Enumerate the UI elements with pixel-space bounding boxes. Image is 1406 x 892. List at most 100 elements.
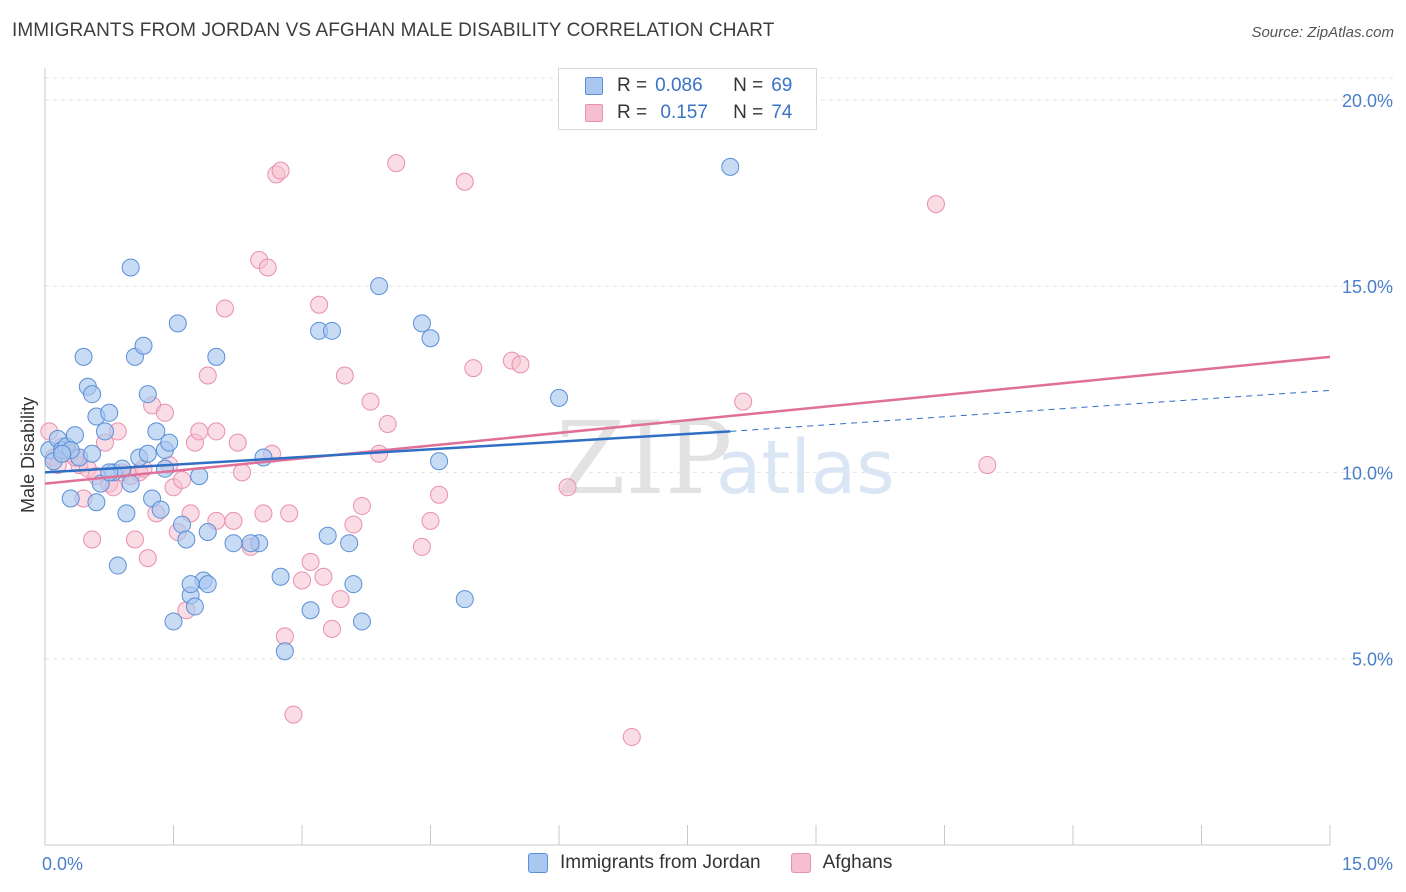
trend-lines — [44, 355, 1331, 485]
jordan-points — [40, 157, 740, 661]
jordan-point-6 — [65, 426, 84, 445]
afghan-point-38 — [254, 504, 273, 523]
jordan-point-38 — [207, 347, 226, 366]
afghan-points — [40, 154, 997, 746]
afghan-point-46 — [293, 571, 311, 590]
afghan-point-47 — [301, 552, 320, 571]
jordan-point-39 — [224, 534, 243, 553]
afghan-point-49 — [314, 567, 333, 586]
legend-item-afghan[interactable]: Afghans — [790, 852, 893, 874]
jordan-point-66 — [318, 526, 337, 545]
jordan-point-46 — [322, 321, 341, 340]
jordan-point-60 — [121, 474, 140, 493]
jordan-trend-line — [44, 430, 731, 474]
afghan-point-34 — [228, 433, 247, 452]
afghan-point-18 — [138, 549, 157, 568]
afghan-point-67 — [622, 727, 641, 746]
legend-n-value: 74 — [771, 102, 793, 123]
jordan-point-25 — [147, 422, 166, 441]
axes — [44, 68, 1331, 846]
jordan-point-56 — [721, 157, 740, 176]
afghan-point-57 — [378, 414, 397, 433]
jordan-point-8 — [74, 347, 93, 366]
jordan-point-22 — [134, 336, 153, 355]
legend-label-afghan: Afghans — [822, 852, 893, 873]
jordan-point-55 — [550, 388, 568, 407]
tick-labels: 5.0% 10.0% 15.0% 20.0% 0.0% 15.0% — [42, 91, 1393, 874]
x-tick-label-0: 0.0% — [42, 854, 83, 874]
afghan-point-16 — [125, 530, 144, 549]
afghan-point-68 — [734, 392, 753, 411]
y-tick-label-3: 20.0% — [1342, 91, 1393, 111]
afghan-point-71 — [207, 422, 226, 441]
x-tick-label-1: 15.0% — [1342, 854, 1393, 874]
chart-title: IMMIGRANTS FROM JORDAN VS AFGHAN MALE DI… — [12, 20, 775, 41]
jordan-point-5 — [61, 489, 80, 508]
y-tick-label-2: 15.0% — [1342, 277, 1393, 297]
y-axis-label: Male Disability — [18, 397, 38, 513]
legend-n-label: N = — [733, 102, 764, 123]
afghan-point-32 — [215, 299, 234, 318]
legend-swatch-afghan — [790, 853, 811, 873]
jordan-point-32 — [177, 530, 196, 549]
afghan-point-58 — [387, 154, 406, 173]
afghan-point-35 — [233, 463, 252, 482]
series-legend: Immigrants from Jordan Afghans — [528, 852, 922, 874]
afghan-point-30 — [198, 366, 217, 385]
jordan-point-37 — [198, 523, 217, 542]
jordan-point-57 — [138, 444, 157, 463]
afghan-point-33 — [224, 511, 243, 530]
jordan-point-43 — [275, 642, 294, 661]
afghan-point-70 — [978, 455, 997, 474]
legend-label-jordan: Immigrants from Jordan — [560, 852, 761, 873]
afghan-trend-line — [44, 355, 1331, 485]
afghan-point-69 — [926, 195, 945, 214]
afghan-point-42 — [271, 161, 290, 180]
jordan-point-18 — [117, 504, 136, 523]
jordan-point-63 — [241, 534, 260, 553]
jordan-point-31 — [173, 515, 192, 534]
jordan-point-44 — [301, 601, 320, 620]
jordan-point-10 — [83, 385, 102, 404]
afghan-point-8 — [83, 530, 102, 549]
watermark-atlas: atlas — [716, 425, 895, 511]
jordan-point-29 — [164, 612, 183, 631]
afghan-point-59 — [412, 537, 431, 556]
afghan-point-65 — [511, 355, 530, 374]
legend-n-label: N = — [733, 75, 764, 96]
jordan-point-19 — [121, 258, 140, 277]
jordan-point-42 — [271, 567, 290, 586]
legend-swatch-jordan — [585, 77, 603, 95]
afghan-point-54 — [352, 496, 371, 515]
afghan-point-45 — [284, 705, 303, 724]
jordan-point-47 — [340, 534, 359, 553]
legend-r-label: R = — [617, 75, 648, 96]
grid-lines — [45, 77, 1395, 660]
y-tick-label-1: 10.0% — [1342, 463, 1393, 483]
jordan-point-48 — [344, 575, 363, 594]
jordan-point-28 — [160, 433, 179, 452]
jordan-point-13 — [95, 422, 114, 441]
legend-n-value: 69 — [771, 75, 793, 96]
afghan-point-29 — [190, 422, 209, 441]
jordan-point-34 — [185, 597, 204, 616]
afghan-point-21 — [155, 403, 174, 422]
afghan-point-62 — [455, 172, 474, 191]
jordan-point-26 — [151, 500, 170, 519]
jordan-point-49 — [352, 612, 371, 631]
legend-row-afghan: R = 0.157 N = 74 — [585, 100, 792, 126]
jordan-point-30 — [168, 314, 187, 333]
jordan-point-53 — [430, 452, 449, 471]
jordan-point-23 — [138, 385, 157, 404]
legend-item-jordan[interactable]: Immigrants from Jordan — [528, 852, 761, 874]
afghan-point-60 — [421, 511, 440, 530]
jordan-point-68 — [83, 444, 102, 463]
afghan-point-48 — [310, 295, 329, 314]
jordan-point-16 — [108, 556, 127, 575]
jordan-point-52 — [421, 329, 440, 348]
jordan-point-58 — [87, 493, 106, 512]
legend-swatch-jordan — [528, 853, 548, 873]
jordan-point-61 — [198, 575, 217, 594]
jordan-trend-extension — [730, 389, 1331, 432]
